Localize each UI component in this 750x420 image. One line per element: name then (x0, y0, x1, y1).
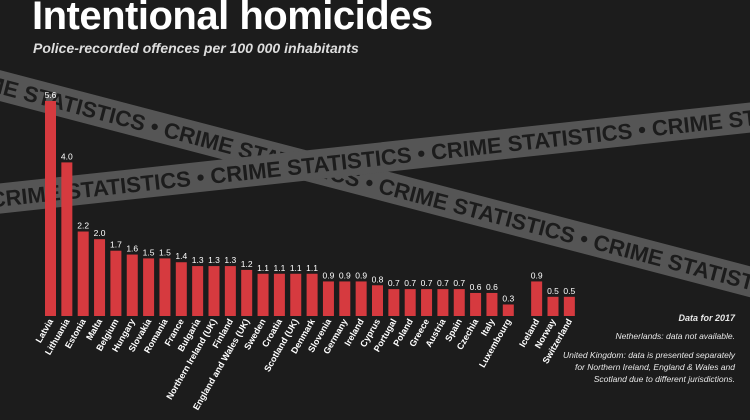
bar (502, 304, 514, 316)
bar (421, 289, 433, 316)
value-label: 0.7 (421, 278, 433, 288)
bar (339, 281, 351, 316)
value-label: 0.5 (547, 286, 559, 296)
value-label: 2.0 (94, 228, 106, 238)
data-year-note: Data for 2017 (678, 313, 735, 323)
value-label: 0.6 (486, 282, 498, 292)
page-title: Intentional homicides (32, 0, 433, 38)
bar (453, 289, 465, 316)
value-label: 0.9 (339, 270, 351, 280)
value-label: 0.7 (404, 278, 416, 288)
value-label: 1.1 (273, 263, 285, 273)
bar (355, 281, 367, 316)
value-label: 1.4 (175, 251, 187, 261)
value-label: 0.9 (531, 270, 543, 280)
value-label: 0.7 (453, 278, 465, 288)
bar (224, 266, 236, 316)
value-label: 0.9 (355, 270, 367, 280)
bar (192, 266, 204, 316)
page-subtitle: Police-recorded offences per 100 000 inh… (33, 40, 359, 56)
bar (486, 292, 498, 316)
bar (547, 296, 559, 316)
value-label: 0.3 (502, 293, 514, 303)
bar (563, 296, 575, 316)
bar (470, 292, 482, 316)
bar (290, 273, 302, 316)
value-label: 0.5 (563, 286, 575, 296)
bar (388, 289, 400, 316)
bar (257, 273, 269, 316)
value-label: 1.3 (192, 255, 204, 265)
bar (110, 250, 122, 316)
value-label: 1.5 (159, 247, 171, 257)
value-label: 1.3 (208, 255, 220, 265)
value-label: 1.2 (241, 259, 253, 269)
bar (372, 285, 383, 316)
bar (437, 289, 449, 316)
bar (61, 162, 73, 316)
value-label: 0.7 (437, 278, 449, 288)
value-label: 1.1 (306, 263, 318, 273)
value-label: 2.2 (77, 221, 89, 231)
value-label: 5.6 (45, 90, 57, 100)
value-label: 1.5 (143, 247, 155, 257)
notes-panel: Data for 2017 Netherlands: data not avai… (560, 312, 735, 392)
bar (208, 266, 220, 316)
value-label: 1.3 (224, 255, 236, 265)
value-label: 1.7 (110, 240, 122, 250)
bar (404, 289, 416, 316)
bar (77, 231, 89, 316)
bar (531, 281, 543, 316)
bar (143, 258, 155, 316)
value-label: 1.6 (126, 244, 138, 254)
bar (241, 269, 253, 316)
uk-note: United Kingdom: data is presented separa… (563, 350, 735, 384)
value-label: 0.6 (470, 282, 482, 292)
bar (45, 100, 56, 317)
bar (322, 281, 334, 316)
value-label: 1.1 (257, 263, 269, 273)
bar (159, 258, 171, 316)
bar (126, 254, 138, 316)
value-label: 0.7 (388, 278, 400, 288)
value-label: 4.0 (61, 151, 73, 161)
value-label: 1.1 (290, 263, 302, 273)
bar (94, 239, 106, 316)
bar (175, 262, 187, 316)
netherlands-note: Netherlands: data not available. (615, 331, 735, 341)
bar (273, 273, 285, 316)
bar (306, 273, 318, 316)
value-label: 0.8 (372, 274, 384, 284)
value-label: 0.9 (323, 270, 335, 280)
